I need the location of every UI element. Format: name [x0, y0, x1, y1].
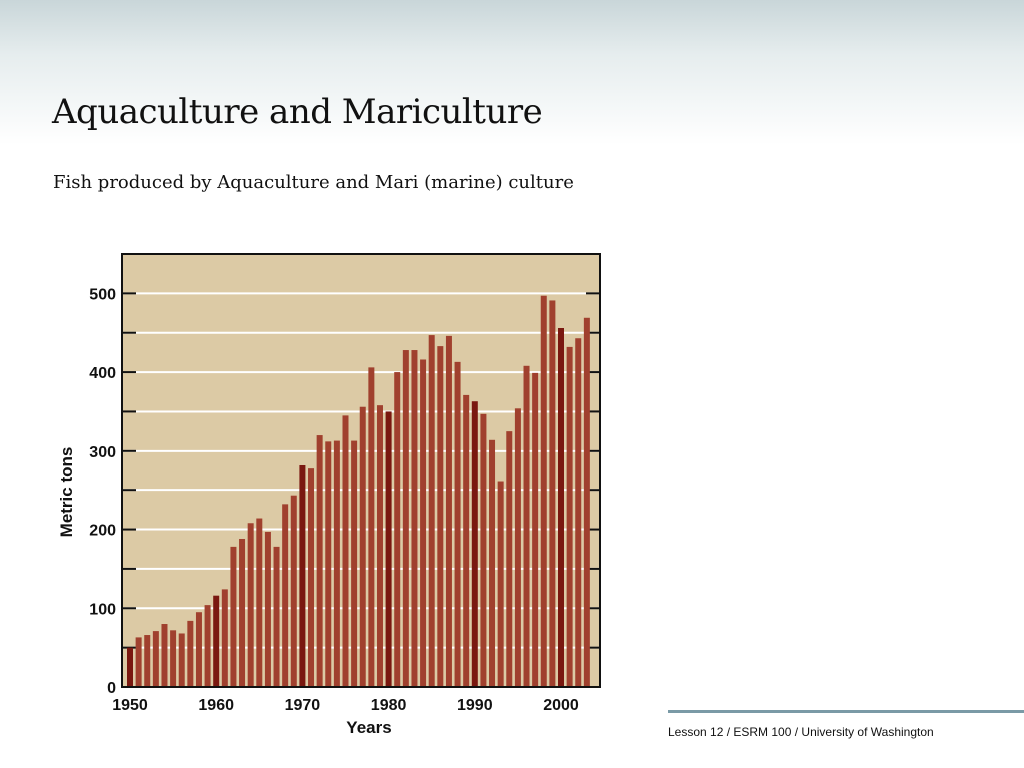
bar-1993	[497, 481, 504, 687]
bar-1995	[514, 408, 521, 687]
bar-1976	[351, 440, 358, 687]
footer-text: Lesson 12 / ESRM 100 / University of Was…	[668, 725, 934, 739]
bar-2000	[558, 328, 564, 687]
bar-1989	[463, 394, 470, 687]
bar-1984	[420, 359, 427, 687]
bar-1961	[221, 589, 228, 687]
bar-1998	[540, 295, 547, 687]
bar-1981	[394, 372, 401, 687]
bar-1977	[359, 406, 366, 687]
bar-1992	[489, 439, 496, 687]
bar-1971	[308, 468, 315, 687]
bar-1978	[368, 367, 375, 687]
bar-1985	[428, 335, 435, 687]
bar-1962	[230, 546, 237, 687]
bar-1986	[437, 346, 444, 687]
bar-1957	[187, 620, 194, 687]
bar-1950	[127, 647, 133, 687]
y-tick-label: 400	[89, 365, 116, 382]
bar-1952	[144, 635, 151, 687]
y-tick-label: 500	[89, 286, 116, 303]
y-axis-label: Metric tons	[57, 447, 76, 538]
plot-frame	[121, 253, 601, 688]
y-tick-label: 0	[107, 680, 116, 697]
bar-1955	[170, 630, 177, 687]
x-tick-label: 1980	[371, 697, 407, 714]
bar-1956	[178, 633, 185, 687]
bar-1965	[256, 518, 263, 687]
bar-1963	[239, 538, 246, 687]
x-tick-label: 1970	[285, 697, 321, 714]
bar-1969	[290, 495, 297, 687]
bar-1970	[299, 464, 306, 687]
bar-1966	[264, 531, 271, 687]
bar-2001	[566, 346, 573, 687]
bar-1968	[282, 504, 289, 687]
bar-1967	[273, 546, 280, 687]
bar-1960	[213, 595, 220, 687]
y-tick-label: 200	[89, 523, 116, 540]
bar-1979	[376, 405, 383, 687]
bar-1987	[445, 335, 452, 687]
x-tick-label: 2000	[543, 697, 579, 714]
bar-1959	[204, 605, 211, 687]
bar-1996	[523, 365, 530, 687]
x-tick-label: 1960	[198, 697, 234, 714]
bar-1954	[161, 624, 168, 687]
x-tick-label: 1990	[457, 697, 493, 714]
bar-1975	[342, 415, 349, 687]
bar-1991	[480, 413, 487, 687]
bar-1983	[411, 350, 418, 687]
y-tick-label: 100	[89, 601, 116, 618]
footer-rule	[668, 710, 1024, 713]
x-axis-label: Years	[346, 718, 391, 737]
bar-1974	[333, 440, 340, 687]
bar-1980	[385, 411, 392, 687]
bar-1999	[549, 300, 556, 687]
bar-1958	[195, 612, 202, 687]
bar-1951	[135, 637, 142, 687]
bar-1953	[152, 631, 159, 687]
bar-1982	[402, 350, 409, 687]
bar-1973	[325, 441, 332, 687]
bar-2002	[575, 338, 582, 687]
bar-1997	[532, 372, 539, 687]
bar-1964	[247, 523, 254, 687]
bar-2003	[583, 317, 590, 687]
x-tick-label: 1950	[112, 697, 148, 714]
slide-title: Aquaculture and Mariculture	[52, 92, 543, 132]
y-tick-label: 300	[89, 444, 116, 461]
bar-1994	[506, 431, 513, 687]
bar-1972	[316, 435, 323, 687]
bar-1988	[454, 361, 461, 687]
bar-1990	[471, 401, 478, 687]
slide-subtitle: Fish produced by Aquaculture and Mari (m…	[53, 172, 574, 193]
